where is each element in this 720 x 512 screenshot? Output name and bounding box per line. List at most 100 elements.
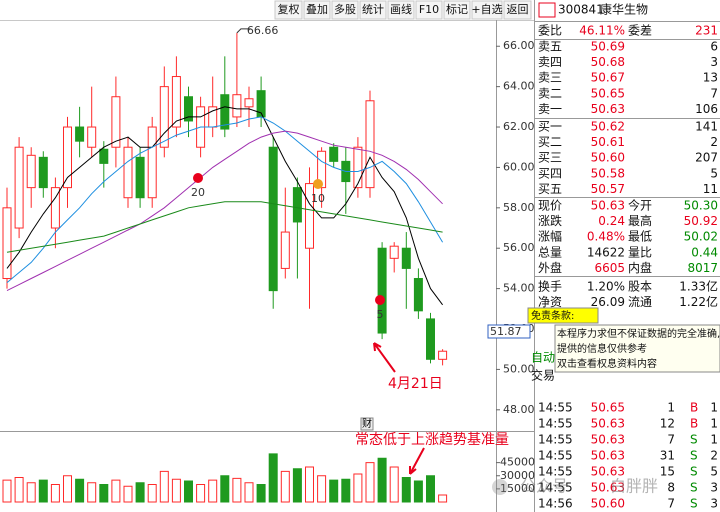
watermark: 公众号 — [520, 477, 568, 496]
y-tick-label: 58.00 — [503, 201, 535, 214]
toolbar-button[interactable] — [359, 0, 387, 20]
book-volume: 2 — [710, 135, 718, 149]
trade-time: 14:55 — [538, 481, 573, 495]
quote-label: 涨幅 — [538, 229, 562, 244]
volume-bar — [268, 453, 278, 503]
candle-body — [111, 96, 121, 148]
quote-value: 50.30 — [684, 199, 718, 213]
book-price: 50.60 — [591, 151, 625, 165]
volume-bar — [317, 475, 327, 503]
stock-code: 300841 — [558, 3, 604, 17]
candle-body — [232, 94, 242, 118]
volume-bar — [75, 478, 85, 503]
trade-side: B — [690, 401, 698, 415]
toolbar-button[interactable] — [471, 0, 503, 20]
y-tick-label: 45000 — [500, 456, 535, 469]
candle-body — [426, 318, 435, 360]
quote-label: 内盘 — [628, 260, 652, 275]
book-price: 50.63 — [591, 102, 625, 116]
book-label: 买三 — [538, 151, 562, 165]
toolbar-button[interactable] — [387, 0, 415, 20]
volume-bar — [184, 480, 193, 503]
volume-bar — [63, 475, 72, 503]
candle-body — [365, 100, 375, 189]
book-volume: 141 — [695, 120, 718, 134]
candle-body — [2, 207, 12, 280]
badge-box — [360, 417, 374, 431]
volume-bar — [377, 457, 387, 503]
side-label: 交易 — [531, 368, 555, 383]
quote-label: 委比 — [538, 24, 562, 38]
volume-bar — [171, 478, 181, 503]
quote-label: 换手 — [538, 280, 562, 294]
trade-time: 14:55 — [538, 417, 573, 431]
candle-body — [220, 94, 230, 130]
moving-average — [6, 130, 443, 292]
quote-value: 0.44 — [691, 245, 718, 259]
volume-bar — [329, 479, 339, 503]
volume-bar — [365, 462, 375, 503]
trade-volume: 1 — [667, 401, 675, 415]
market-badge — [538, 2, 556, 18]
book-volume: 3 — [710, 55, 718, 69]
volume-bar — [159, 470, 169, 503]
y-tick-label: 60.00 — [503, 160, 535, 173]
trade-count: 1 — [710, 417, 718, 431]
volume-bar — [87, 482, 97, 503]
book-volume: 11 — [703, 182, 718, 196]
volume-bar — [341, 478, 351, 503]
toolbar-button[interactable] — [415, 0, 443, 20]
book-price: 50.58 — [591, 166, 625, 180]
trade-side: S — [690, 497, 698, 511]
moving-average — [6, 201, 443, 253]
book-price: 50.57 — [591, 182, 625, 196]
candle-body — [38, 156, 48, 189]
toolbar-label: 复权 — [278, 2, 300, 16]
trade-price: 50.63 — [591, 417, 625, 431]
volume-bar — [208, 479, 218, 503]
toolbar-button[interactable] — [503, 0, 532, 20]
trade-time: 14:55 — [538, 401, 573, 415]
toolbar-button[interactable] — [274, 0, 303, 20]
y-tick-label: 64.00 — [503, 80, 535, 93]
watermark-icon — [492, 479, 508, 495]
volume-bar — [305, 466, 314, 503]
volume-bar — [232, 477, 242, 503]
volume-bar — [26, 482, 36, 503]
quote-label: 最低 — [628, 230, 652, 244]
trade-price: 50.63 — [591, 481, 625, 495]
candle-body — [75, 126, 85, 142]
trade-price: 50.63 — [591, 433, 625, 447]
quote-value: 26.09 — [591, 295, 625, 309]
y-tick-label: 50.00 — [503, 362, 535, 375]
toolbar-button[interactable] — [303, 0, 331, 20]
y-tick-label: 62.00 — [503, 120, 535, 133]
volume-bar — [38, 479, 48, 503]
candle-body — [280, 231, 290, 269]
volume-bar — [147, 484, 157, 503]
trade-volume: 7 — [667, 497, 675, 511]
toolbar-label: 标记 — [446, 2, 468, 16]
book-price: 50.67 — [591, 71, 625, 85]
popup-line: 双击查看权息资料内容 — [557, 357, 657, 370]
high-pointer — [236, 28, 251, 34]
book-price: 50.65 — [591, 86, 625, 100]
quote-value: 14622 — [587, 245, 625, 259]
quote-value: 50.63 — [591, 199, 625, 213]
book-price: 50.68 — [591, 55, 625, 69]
trade-count: 2 — [710, 449, 718, 463]
candle-body — [99, 148, 109, 164]
trade-price: 50.60 — [591, 497, 625, 511]
moving-average — [6, 116, 444, 283]
volume-bar — [14, 477, 24, 503]
candle-body — [305, 183, 314, 249]
toolbar-button[interactable] — [443, 0, 471, 20]
watermark: 白胖胖 — [610, 477, 658, 496]
toolbar-button[interactable] — [331, 0, 359, 20]
candle-body — [123, 146, 133, 199]
toolbar-label: 多股 — [334, 2, 356, 16]
toolbar-label: F10 — [419, 3, 439, 16]
volume-bar — [244, 482, 254, 503]
trade-volume: 12 — [660, 417, 675, 431]
